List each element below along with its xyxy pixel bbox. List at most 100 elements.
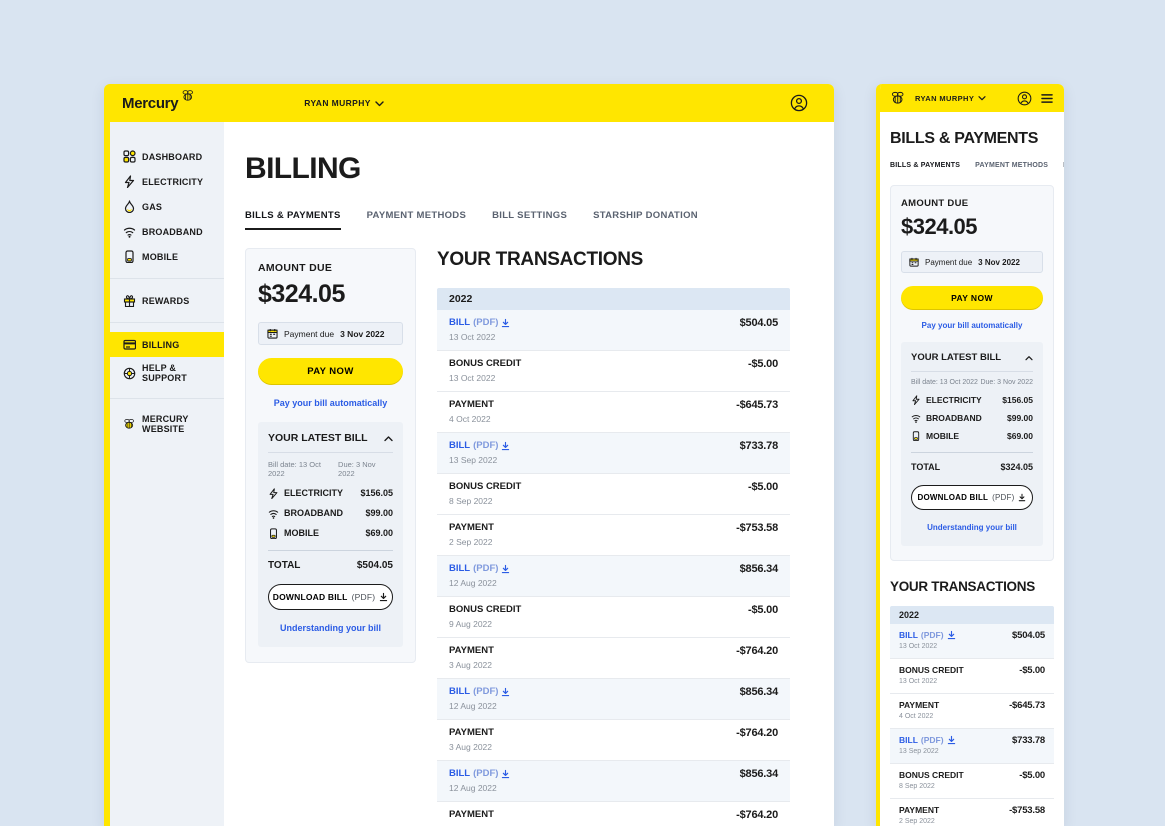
hamburger-menu-icon[interactable] [1041, 93, 1053, 104]
understanding-bill-link[interactable]: Understanding your bill [279, 623, 381, 633]
transaction-title: PAYMENT [449, 399, 494, 410]
pay-now-button[interactable]: PAY NOW [258, 358, 403, 385]
sidebar-item-help-support[interactable]: HELP & SUPPORT [110, 357, 224, 389]
transaction-title-line[interactable]: BILL (PDF) [449, 686, 510, 697]
download-bill-label: DOWNLOAD BILL [272, 592, 348, 602]
broadband-icon [911, 415, 921, 423]
download-icon[interactable] [501, 769, 510, 779]
autopay-link[interactable]: Pay your bill automatically [273, 398, 388, 408]
tab-bills-payments[interactable]: BILLS & PAYMENTS [890, 162, 961, 169]
sidebar-item-rewards[interactable]: REWARDS [110, 288, 224, 313]
tab-bar: BILLS & PAYMENTS PAYMENT METHODS BILL SE… [880, 162, 1064, 169]
billing-icon [122, 338, 136, 351]
transactions-section: YOUR TRANSACTIONS 2022 BILL (PDF) 13 Oct… [890, 579, 1054, 826]
user-menu[interactable]: RYAN MURPHY [915, 94, 986, 103]
bill-line-label: BROADBAND [926, 413, 982, 423]
download-icon[interactable] [501, 687, 510, 697]
download-icon[interactable] [501, 441, 510, 451]
transaction-title-line[interactable]: BILL (PDF) [449, 563, 510, 574]
tab-bills-payments[interactable]: BILLS & PAYMENTS [245, 210, 341, 230]
transaction-date: 9 Aug 2022 [449, 619, 493, 629]
sidebar-item-electricity[interactable]: ELECTRICITY [110, 169, 224, 194]
transaction-row: PAYMENT 3 Aug 2022 -$764.20 [437, 638, 790, 679]
transaction-pdf-label: (PDF) [473, 768, 499, 779]
transactions-year: 2022 [437, 288, 790, 310]
amount-due-value: $324.05 [258, 280, 345, 308]
transaction-amount: $504.05 [739, 317, 779, 329]
chevron-up-icon[interactable] [1025, 355, 1033, 361]
autopay-link[interactable]: Pay your bill automatically [921, 321, 1023, 330]
calendar-icon [267, 328, 278, 339]
bill-line-label: ELECTRICITY [926, 395, 982, 405]
transaction-row: BONUS CREDIT 8 Sep 2022 -$5.00 [890, 764, 1054, 799]
tab-payment-methods[interactable]: PAYMENT METHODS [366, 210, 467, 221]
tab-bill-settings[interactable]: BILL SETTINGS [492, 210, 568, 221]
bill-total-amount: $504.05 [356, 560, 393, 571]
pay-now-button[interactable]: PAY NOW [901, 286, 1043, 310]
transaction-title-line[interactable]: BILL (PDF) [899, 735, 956, 745]
latest-bill-header[interactable]: YOUR LATEST BILL [911, 352, 1033, 372]
chevron-down-icon [375, 100, 384, 106]
download-icon[interactable] [947, 735, 956, 745]
transaction-amount: -$764.20 [736, 809, 778, 821]
transaction-amount: -$753.58 [736, 522, 778, 534]
sidebar-item-dashboard[interactable]: DASHBOARD [110, 144, 224, 169]
latest-bill-header[interactable]: YOUR LATEST BILL [268, 432, 393, 453]
download-bill-pdf-label: (PDF) [992, 493, 1015, 502]
transaction-row: PAYMENT 4 Oct 2022 -$645.73 [437, 392, 790, 433]
transaction-row: BONUS CREDIT 13 Oct 2022 -$5.00 [890, 659, 1054, 694]
download-bill-button[interactable]: DOWNLOAD BILL (PDF) [911, 485, 1033, 510]
profile-icon[interactable] [790, 94, 808, 112]
transactions-list: BILL (PDF) 13 Oct 2022 $504.05 BONUS CRE… [437, 310, 790, 826]
transaction-date: 8 Sep 2022 [449, 496, 493, 506]
understanding-bill-link[interactable]: Understanding your bill [927, 523, 1017, 532]
transactions-list: BILL (PDF) 13 Oct 2022 $504.05 BONUS CRE… [890, 624, 1054, 826]
transaction-row: BILL (PDF) 13 Sep 2022 $733.78 [437, 433, 790, 474]
transaction-title-line[interactable]: BILL (PDF) [899, 630, 956, 640]
bee-icon[interactable] [889, 91, 906, 105]
profile-icon[interactable] [1017, 91, 1032, 106]
download-bill-label: DOWNLOAD BILL [917, 493, 989, 502]
transaction-title-line: BONUS CREDIT [449, 604, 521, 615]
transaction-date: 13 Oct 2022 [449, 332, 496, 342]
payment-due-date: 3 Nov 2022 [340, 328, 385, 339]
bill-line-broadband: BROADBAND $99.00 [911, 409, 1033, 427]
transaction-title: BILL [449, 317, 471, 328]
transaction-title-line[interactable]: BILL (PDF) [449, 317, 510, 328]
amount-due-card: AMOUNT DUE $324.05 Payment due 3 Nov 202… [890, 185, 1054, 561]
bill-due-date: Due: 3 Nov 2022 [980, 379, 1033, 386]
transaction-row: BILL (PDF) 13 Sep 2022 $733.78 [890, 729, 1054, 764]
mobile-icon [122, 250, 136, 263]
sidebar-item-label: DASHBOARD [142, 151, 203, 162]
sidebar-item-mercury-website[interactable]: MERCURY WEBSITE [110, 408, 224, 440]
transaction-title-line: PAYMENT [449, 399, 494, 410]
sidebar-item-billing[interactable]: BILLING [110, 332, 224, 357]
tab-payment-methods[interactable]: PAYMENT METHODS [975, 162, 1049, 169]
sidebar-divider [110, 322, 224, 323]
sidebar-item-mobile[interactable]: MOBILE [110, 244, 224, 269]
download-bill-pdf-label: (PDF) [351, 592, 376, 602]
transaction-amount: $733.78 [739, 440, 779, 452]
mobile-header: RYAN MURPHY [880, 84, 1064, 112]
sidebar-item-gas[interactable]: GAS [110, 194, 224, 219]
bill-line-amount: $99.00 [1007, 413, 1033, 423]
transaction-pdf-label: (PDF) [473, 686, 499, 697]
transaction-title-line[interactable]: BILL (PDF) [449, 440, 510, 451]
transaction-pdf-label: (PDF) [920, 735, 944, 745]
tab-bill-settings[interactable]: BILL SETTINGS [1063, 162, 1064, 169]
transaction-title: PAYMENT [449, 727, 494, 738]
tab-starship-donation[interactable]: STARSHIP DONATION [593, 210, 698, 221]
download-bill-button[interactable]: DOWNLOAD BILL (PDF) [268, 584, 393, 610]
mercury-logo[interactable]: Mercury [122, 89, 194, 112]
download-icon[interactable] [501, 564, 510, 574]
bill-line-broadband: BROADBAND $99.00 [268, 503, 393, 523]
transaction-title-line[interactable]: BILL (PDF) [449, 768, 510, 779]
download-icon[interactable] [501, 318, 510, 328]
download-icon[interactable] [947, 630, 956, 640]
bill-line-mobile: MOBILE $69.00 [268, 523, 393, 543]
sidebar-item-broadband[interactable]: BROADBAND [110, 219, 224, 244]
transaction-date: 13 Oct 2022 [449, 373, 496, 383]
user-menu[interactable]: RYAN MURPHY [304, 98, 384, 108]
bill-line-amount: $69.00 [1007, 431, 1033, 441]
chevron-up-icon[interactable] [384, 435, 393, 442]
